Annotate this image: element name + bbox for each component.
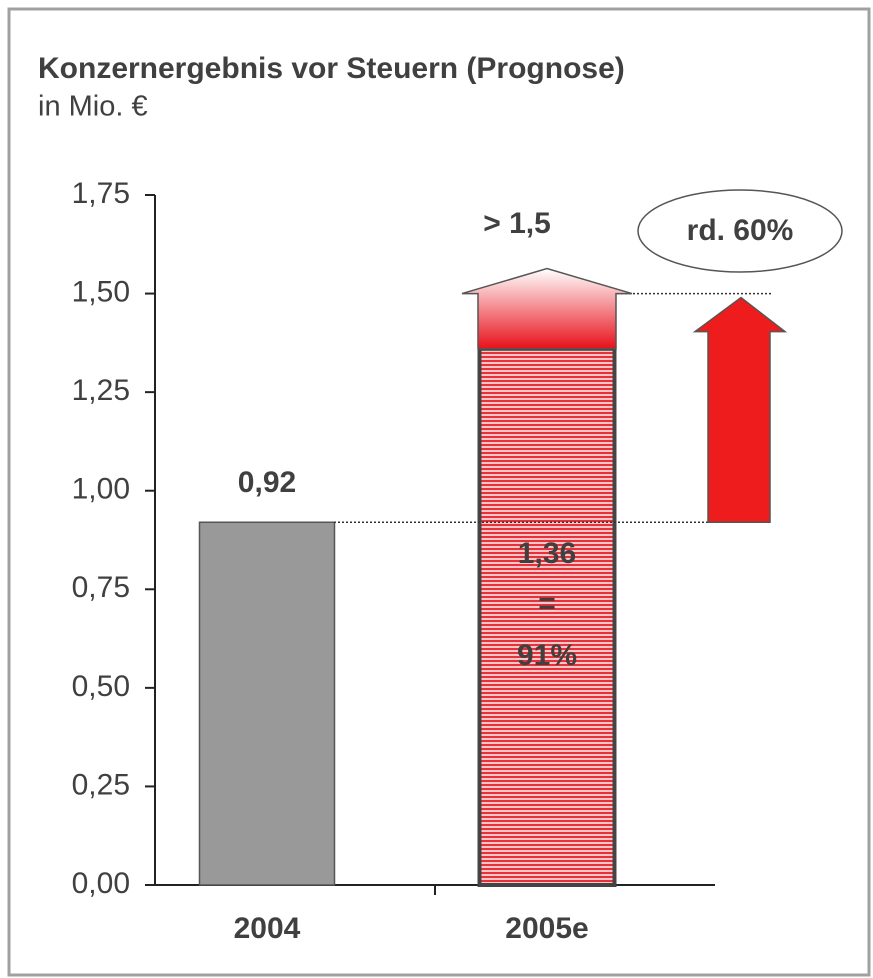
bar [198,521,336,886]
forecast-arrow [461,267,633,350]
inner-label: = [538,587,556,620]
y-tick-label: 1,75 [72,177,130,210]
forecast-label: > 1,5 [483,207,551,240]
inner-label: 91% [517,639,577,672]
value-label: 0,92 [238,466,296,499]
y-tick-label: 1,00 [72,473,130,506]
x-tick-label: 2005e [505,912,588,945]
chart-title: Konzernergebnis vor Steuern (Prognose) [38,52,625,85]
x-tick-label: 2004 [234,912,301,945]
chart-subtitle: in Mio. € [38,91,148,123]
growth-ellipse [637,189,843,273]
growth-arrow [692,296,788,524]
value-label: 1,36 [518,537,576,570]
y-tick-label: 1,50 [72,275,130,308]
bar [477,346,617,887]
frame [7,7,871,977]
y-tick-label: 0,75 [72,571,130,604]
y-tick-label: 0,50 [72,670,130,703]
y-tick-label: 1,25 [72,374,130,407]
growth-label: rd. 60% [687,214,794,247]
y-tick-label: 0,25 [72,768,130,801]
y-tick-label: 0,00 [72,867,130,900]
